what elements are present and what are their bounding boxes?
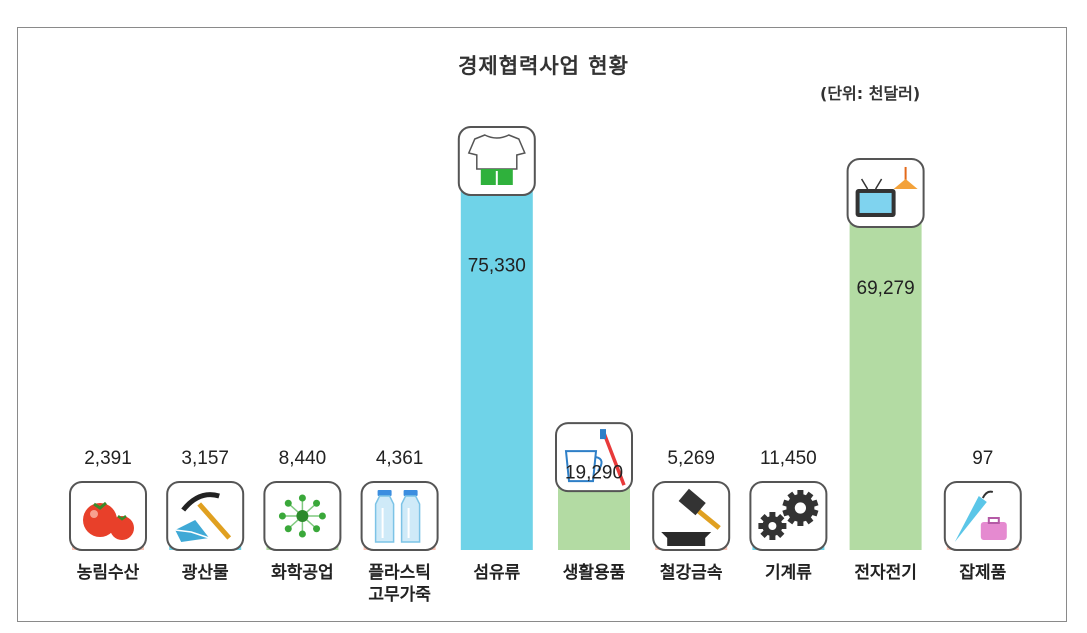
category-label-10: 잡제품 bbox=[959, 563, 1006, 582]
cup-toothbrush-icon bbox=[555, 422, 633, 493]
value-label-2: 3,157 bbox=[181, 448, 229, 469]
category-label-5: 섬유류 bbox=[473, 563, 520, 582]
value-label-4: 4,361 bbox=[376, 448, 424, 469]
category-label-2: 광산물 bbox=[182, 563, 229, 582]
value-label-7: 5,269 bbox=[667, 448, 715, 469]
value-label-9: 69,279 bbox=[857, 278, 915, 299]
value-label-10: 97 bbox=[972, 448, 993, 469]
umbrella-bag-icon bbox=[943, 481, 1022, 551]
pickaxe-icon bbox=[166, 481, 245, 551]
value-label-1: 2,391 bbox=[84, 448, 132, 469]
value-label-5: 75,330 bbox=[468, 255, 526, 276]
shirt-icon bbox=[457, 126, 536, 196]
molecule-icon bbox=[263, 481, 342, 551]
category-label-1: 농림수산 bbox=[77, 563, 140, 582]
category-label-4-line-2: 고무가죽 bbox=[368, 585, 431, 604]
category-label-7: 철강금속 bbox=[660, 563, 723, 582]
chart-title: 경제협력사업 현황 bbox=[458, 54, 629, 78]
value-label-6: 19,290 bbox=[565, 463, 623, 484]
value-label-8: 11,450 bbox=[760, 448, 817, 469]
hammer-anvil-icon bbox=[652, 481, 731, 551]
category-label-4-line-1: 플라스틱 bbox=[368, 563, 431, 582]
category-label-3: 화학공업 bbox=[271, 563, 334, 582]
bar-5 bbox=[460, 152, 533, 550]
chart-frame bbox=[17, 27, 1067, 622]
gears-icon bbox=[749, 481, 828, 551]
bar-9 bbox=[849, 183, 922, 550]
unit-label: (단위: 천달러) bbox=[820, 84, 921, 103]
tomato-icon bbox=[69, 481, 147, 551]
value-label-3: 8,440 bbox=[279, 448, 327, 469]
tv-lamp-icon bbox=[846, 157, 925, 228]
category-label-6: 생활용품 bbox=[563, 562, 626, 582]
category-label-8: 기계류 bbox=[765, 563, 812, 582]
category-label-9: 전자전기 bbox=[854, 563, 917, 582]
bottles-icon bbox=[360, 481, 439, 551]
